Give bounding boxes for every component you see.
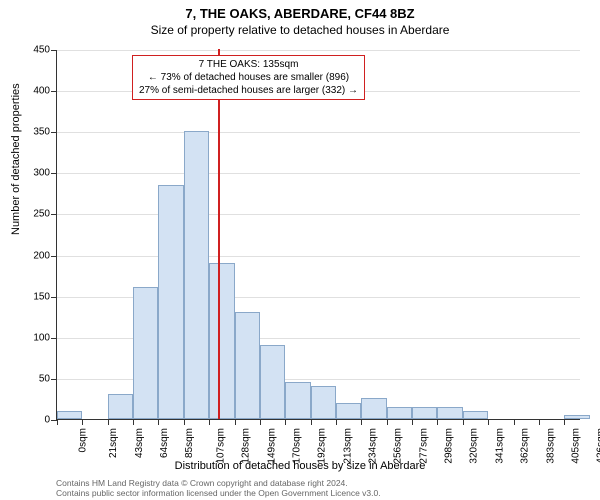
chart-container: 7, THE OAKS, ABERDARE, CF44 8BZ Size of … <box>0 0 600 500</box>
chart-title-main: 7, THE OAKS, ABERDARE, CF44 8BZ <box>0 6 600 21</box>
annotation-line: 7 THE OAKS: 135sqm <box>139 58 358 71</box>
histogram-bar <box>463 411 488 419</box>
histogram-bar <box>336 403 361 419</box>
histogram-bar <box>184 131 209 419</box>
xtick-label: 320sqm <box>469 428 480 464</box>
histogram-bar <box>361 398 386 419</box>
grid-line <box>57 256 580 257</box>
histogram-bar <box>412 407 437 419</box>
ytick-label: 250 <box>33 209 50 220</box>
annotation-box: 7 THE OAKS: 135sqm ← 73% of detached hou… <box>132 55 365 100</box>
ytick-label: 50 <box>39 373 50 384</box>
histogram-bar <box>285 382 310 419</box>
histogram-bar <box>260 345 285 419</box>
xtick-label: 170sqm <box>292 428 303 464</box>
ytick-label: 100 <box>33 332 50 343</box>
ytick-label: 350 <box>33 127 50 138</box>
ytick-label: 400 <box>33 86 50 97</box>
ytick-label: 200 <box>33 250 50 261</box>
histogram-bar <box>437 407 462 419</box>
histogram-bar <box>108 394 133 419</box>
xtick-label: 426sqm <box>596 428 600 464</box>
xtick-label: 107sqm <box>215 428 226 464</box>
xtick-label: 234sqm <box>368 428 379 464</box>
grid-line <box>57 173 580 174</box>
histogram-bar <box>311 386 336 419</box>
xtick-label: 64sqm <box>159 428 170 458</box>
xtick-label: 43sqm <box>134 428 145 458</box>
xtick-label: 128sqm <box>241 428 252 464</box>
histogram-bar <box>387 407 412 419</box>
xtick-label: 149sqm <box>266 428 277 464</box>
ytick-label: 300 <box>33 168 50 179</box>
grid-line <box>57 132 580 133</box>
histogram-bar <box>133 287 158 419</box>
plot-area: 0501001502002503003504004500sqm21sqm43sq… <box>56 50 580 420</box>
xtick-label: 362sqm <box>520 428 531 464</box>
xtick-label: 213sqm <box>342 428 353 464</box>
xtick-label: 21sqm <box>108 428 119 458</box>
xtick-label: 0sqm <box>77 428 88 452</box>
y-axis-label: Number of detached properties <box>10 83 22 235</box>
footer-attribution: Contains HM Land Registry data © Crown c… <box>56 478 381 498</box>
x-axis-label: Distribution of detached houses by size … <box>0 460 600 472</box>
grid-line <box>57 50 580 51</box>
chart-title-sub: Size of property relative to detached ho… <box>0 23 600 37</box>
ytick-label: 0 <box>44 415 50 426</box>
marker-line <box>218 49 220 419</box>
histogram-bar <box>209 263 234 419</box>
xtick-label: 85sqm <box>184 428 195 458</box>
xtick-label: 298sqm <box>444 428 455 464</box>
xtick-label: 341sqm <box>494 428 505 464</box>
xtick-label: 192sqm <box>317 428 328 464</box>
histogram-bar <box>57 411 82 419</box>
ytick-label: 450 <box>33 45 50 56</box>
xtick-label: 277sqm <box>418 428 429 464</box>
annotation-line: ← 73% of detached houses are smaller (89… <box>139 71 358 84</box>
ytick-label: 150 <box>33 291 50 302</box>
xtick-label: 405sqm <box>571 428 582 464</box>
histogram-bar <box>564 415 589 419</box>
xtick-label: 256sqm <box>393 428 404 464</box>
histogram-bar <box>158 185 183 419</box>
histogram-bar <box>235 312 260 419</box>
annotation-line: 27% of semi-detached houses are larger (… <box>139 84 358 97</box>
xtick-label: 383sqm <box>545 428 556 464</box>
grid-line <box>57 214 580 215</box>
